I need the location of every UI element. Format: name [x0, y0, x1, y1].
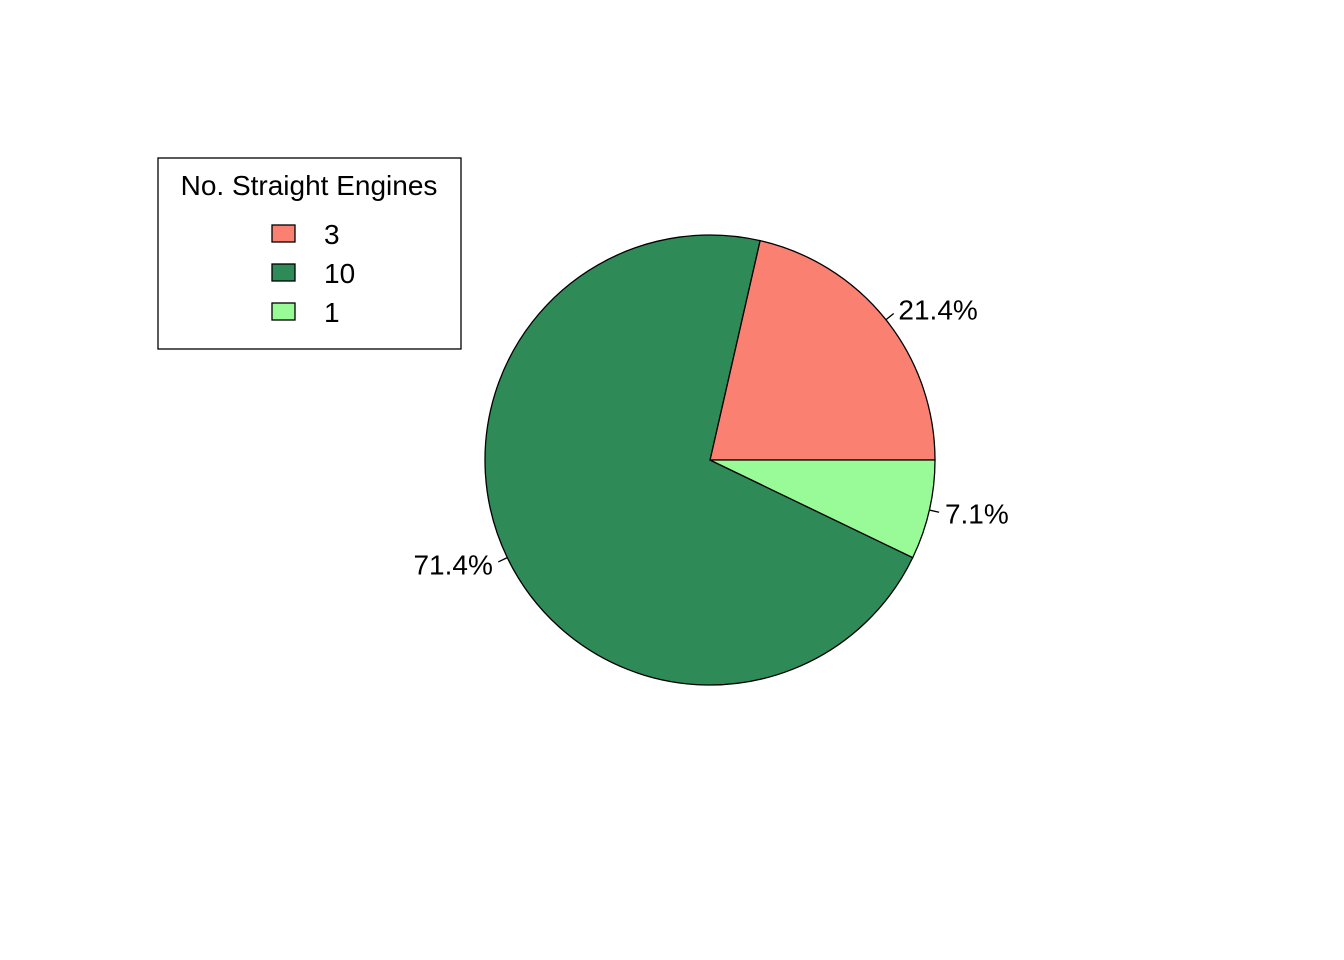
pie-slice-10	[484, 234, 914, 686]
legend: No. Straight Engines 3 10 1	[157, 157, 462, 350]
legend-swatch-10	[271, 263, 296, 282]
legend-label-10: 10	[324, 258, 355, 289]
slice-label-10: 71.4%	[413, 550, 492, 581]
pie-slice-1	[709, 459, 936, 559]
pie-slices	[484, 234, 936, 686]
pie-slice-3	[709, 239, 936, 461]
slice-label-3: 21.4%	[898, 295, 977, 326]
label-tick-1	[929, 509, 940, 513]
label-tick-10	[497, 557, 508, 563]
legend-label-1: 1	[324, 297, 340, 328]
legend-swatch-3	[271, 224, 296, 243]
slice-labels: 21.4% 71.4% 7.1%	[413, 295, 1008, 581]
label-tick-3	[885, 312, 895, 321]
legend-items: 3 10 1	[271, 219, 355, 328]
legend-label-3: 3	[324, 219, 340, 250]
slice-label-1: 7.1%	[945, 499, 1009, 530]
legend-box	[157, 157, 462, 350]
legend-swatch-1	[271, 302, 296, 321]
legend-title: No. Straight Engines	[181, 170, 438, 201]
